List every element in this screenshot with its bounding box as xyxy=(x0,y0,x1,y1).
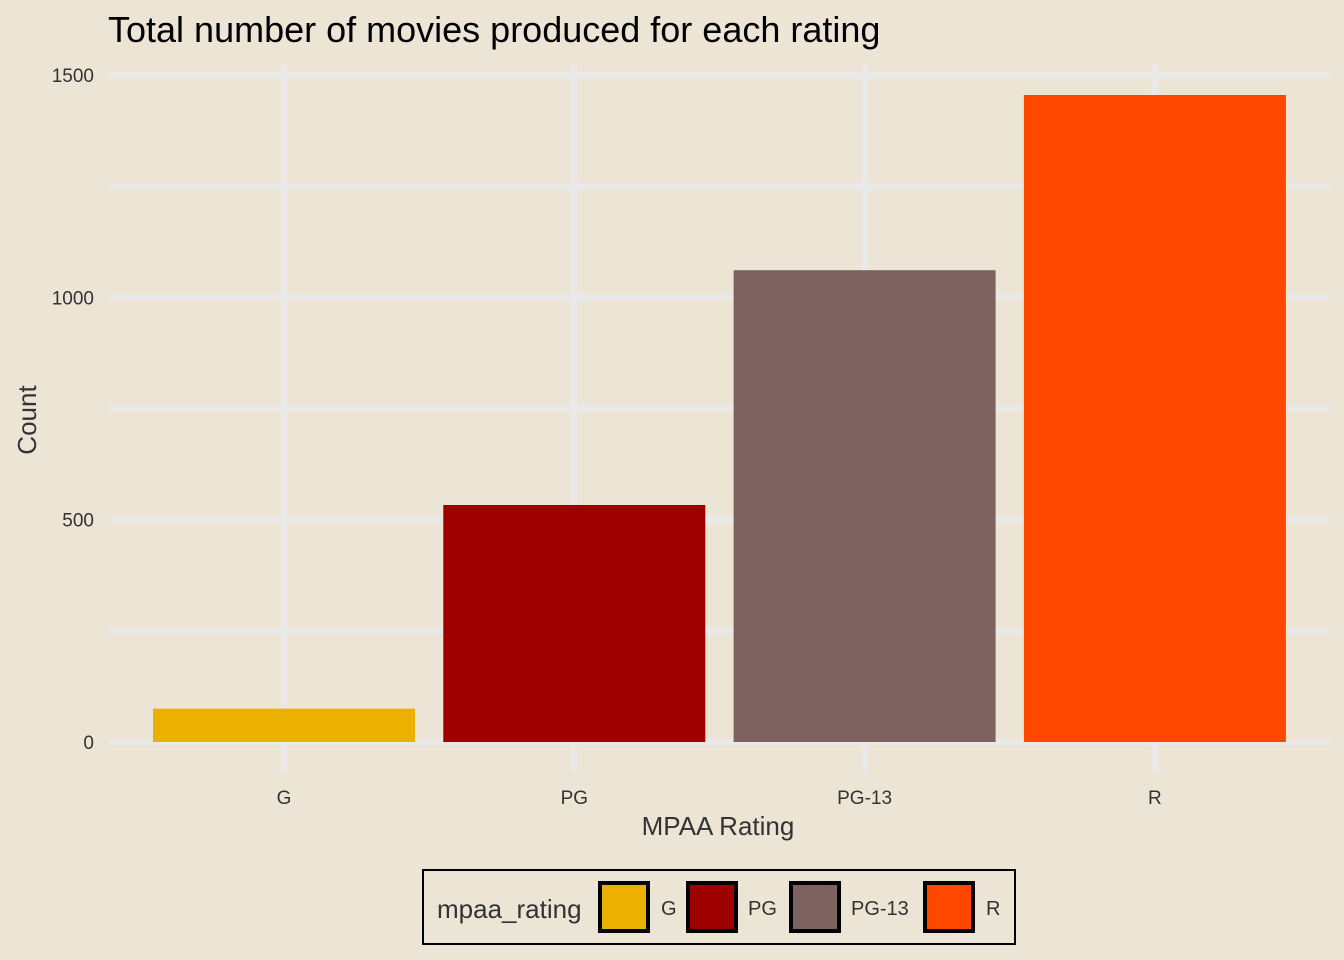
legend-title: mpaa_rating xyxy=(437,894,582,924)
legend-label: G xyxy=(661,898,677,920)
y-tick-label: 1000 xyxy=(52,288,94,309)
y-axis-title: Count xyxy=(12,385,42,455)
legend-label: PG-13 xyxy=(851,898,909,920)
y-tick-label: 500 xyxy=(62,511,94,532)
y-tick-labels: 0 500 1000 1500 xyxy=(52,66,94,754)
legend-box xyxy=(422,869,1016,945)
x-tick-label: R xyxy=(1148,788,1162,809)
y-tick-label: 1500 xyxy=(52,66,94,87)
x-tick-label: G xyxy=(277,788,292,809)
x-tick-label: PG xyxy=(561,788,588,809)
bar-layer xyxy=(153,95,1286,742)
legend-key-pg xyxy=(686,881,738,933)
legend: mpaa_rating G PG PG-13 R xyxy=(422,869,1016,945)
x-tick-label: PG-13 xyxy=(837,788,892,809)
bar-pg xyxy=(443,504,706,742)
bar-r xyxy=(1023,95,1286,742)
y-tick-label: 0 xyxy=(83,733,94,754)
legend-key-g xyxy=(598,881,650,933)
bar-pg-13 xyxy=(733,270,996,742)
legend-label: R xyxy=(986,898,1000,920)
legend-label: PG xyxy=(748,898,777,920)
legend-key-r xyxy=(923,881,975,933)
bar-g xyxy=(153,708,415,742)
legend-entries: G PG PG-13 R xyxy=(598,881,1000,933)
legend-key-pg-13 xyxy=(789,881,841,933)
x-tick-labels: G PG PG-13 R xyxy=(277,788,1162,809)
chart-title: Total number of movies produced for each… xyxy=(108,9,880,50)
x-axis-title: MPAA Rating xyxy=(642,811,795,841)
